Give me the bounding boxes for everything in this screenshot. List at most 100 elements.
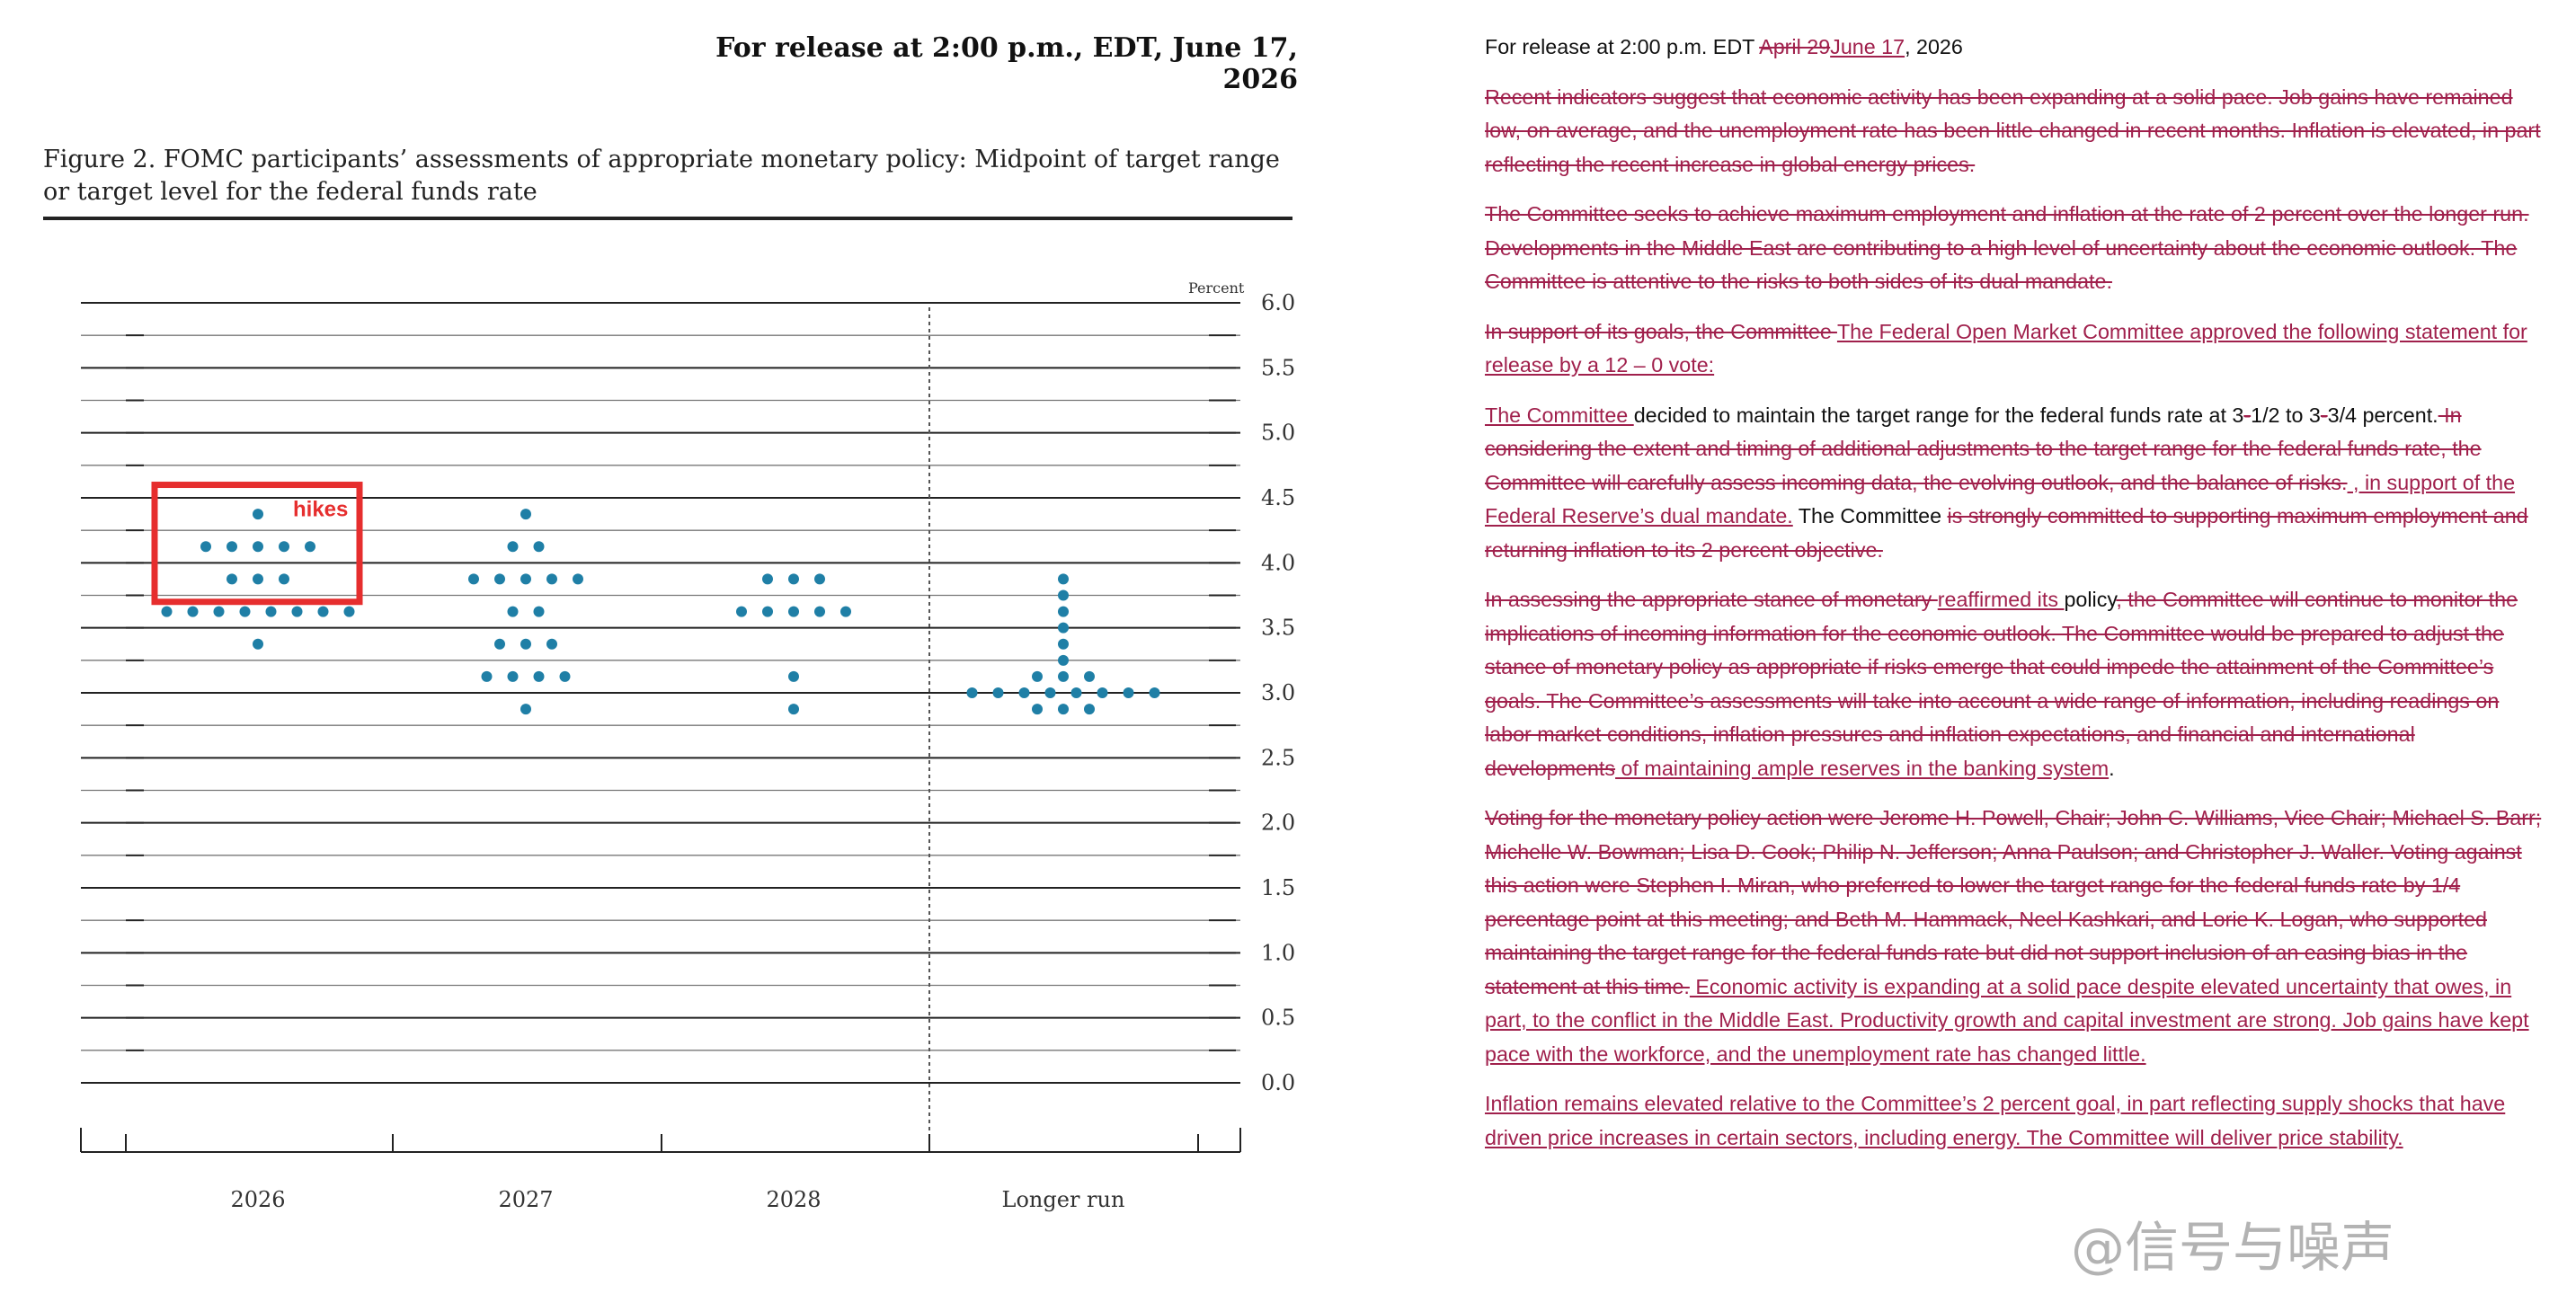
dot bbox=[507, 541, 519, 553]
dot bbox=[1058, 573, 1069, 585]
dot bbox=[814, 573, 825, 585]
text: The Committee bbox=[1792, 504, 1948, 527]
dot bbox=[239, 606, 251, 617]
dot bbox=[1123, 687, 1134, 698]
dot bbox=[559, 670, 571, 682]
deleted-text: In support of its goals, the Committee bbox=[1485, 319, 1837, 343]
y-tick-label: 1.0 bbox=[1261, 940, 1295, 965]
dot bbox=[520, 573, 531, 585]
dot bbox=[573, 573, 583, 585]
dot bbox=[1058, 638, 1069, 650]
deleted-text: The Committee seeks to achieve maximum e… bbox=[1485, 202, 2529, 293]
dot bbox=[1058, 622, 1069, 634]
dot bbox=[520, 704, 531, 715]
dot bbox=[788, 606, 799, 617]
deleted-text: Recent indicators suggest that economic … bbox=[1485, 84, 2541, 176]
dot bbox=[533, 606, 545, 617]
dot bbox=[317, 606, 329, 617]
inserted-text: The Committee bbox=[1485, 403, 1634, 427]
paragraph-7: Inflation remains elevated relative to t… bbox=[1485, 1087, 2545, 1155]
dot bbox=[161, 606, 173, 617]
paragraph-5: In assessing the appropriate stance of m… bbox=[1485, 583, 2545, 785]
dot bbox=[1018, 687, 1030, 698]
dot bbox=[279, 573, 289, 585]
dot bbox=[227, 541, 237, 553]
paragraph-4: The Committee decided to maintain the ta… bbox=[1485, 399, 2545, 568]
y-tick-label: 6.0 bbox=[1261, 290, 1295, 315]
dot bbox=[520, 509, 531, 520]
deleted-text: - bbox=[2320, 403, 2328, 427]
title-rule bbox=[43, 217, 1292, 220]
text: policy bbox=[2064, 588, 2117, 611]
dot bbox=[762, 606, 773, 617]
dot bbox=[814, 606, 825, 617]
y-tick-label: 4.5 bbox=[1261, 485, 1295, 510]
dot bbox=[533, 541, 545, 553]
dot bbox=[1070, 687, 1082, 698]
paragraph-6: Voting for the monetary policy action we… bbox=[1485, 802, 2545, 1071]
dot bbox=[227, 573, 237, 585]
y-tick-label: 2.5 bbox=[1261, 745, 1295, 770]
y-tick-label: 0.0 bbox=[1261, 1070, 1295, 1095]
statement-redline: For release at 2:00 p.m. EDT April 29Jun… bbox=[1485, 31, 2545, 1289]
dot bbox=[253, 541, 263, 553]
y-tick-label: 4.0 bbox=[1261, 550, 1295, 575]
deleted-date: April 29 bbox=[1759, 35, 1831, 58]
dot bbox=[253, 638, 263, 650]
deleted-text: - bbox=[2243, 403, 2252, 427]
dot bbox=[343, 606, 355, 617]
dot bbox=[1032, 704, 1043, 715]
dot bbox=[253, 573, 263, 585]
paragraph-3: In support of its goals, the Committee T… bbox=[1485, 315, 2545, 383]
dot bbox=[481, 670, 493, 682]
inserted-text: Economic activity is expanding at a soli… bbox=[1485, 974, 2529, 1066]
y-tick-label: 0.5 bbox=[1261, 1006, 1295, 1031]
inserted-text: reaffirmed its bbox=[1937, 588, 2065, 611]
text: 1/2 to 3 bbox=[2251, 403, 2321, 427]
y-tick-label: 1.5 bbox=[1261, 875, 1295, 900]
dot bbox=[265, 606, 277, 617]
release-line: For release at 2:00 p.m., EDT, June 17, … bbox=[715, 32, 1298, 95]
hikes-box bbox=[151, 482, 363, 606]
text: . bbox=[2109, 756, 2115, 780]
release-suffix: , 2026 bbox=[1905, 35, 1963, 58]
dot bbox=[546, 638, 557, 650]
dot bbox=[200, 541, 211, 553]
x-tick-label: 2028 bbox=[766, 1187, 821, 1212]
dot bbox=[1058, 704, 1069, 715]
dot bbox=[507, 606, 519, 617]
inserted-date: June 17 bbox=[1830, 35, 1905, 58]
inserted-text: The Federal Open Market Committee approv… bbox=[1485, 319, 2527, 377]
y-tick-label: 2.0 bbox=[1261, 811, 1295, 836]
dot bbox=[1149, 687, 1160, 698]
dot bbox=[1044, 687, 1056, 698]
y-tick-label: 3.5 bbox=[1261, 616, 1295, 641]
figure-title-line-2: or target level for the federal funds ra… bbox=[43, 178, 537, 206]
dot bbox=[494, 638, 505, 650]
x-tick-label: 2026 bbox=[230, 1187, 285, 1212]
dot bbox=[736, 606, 747, 617]
dot bbox=[187, 606, 199, 617]
dot bbox=[762, 573, 773, 585]
text: 3/4 percent. bbox=[2327, 403, 2438, 427]
dot-plot-chart: 6.0 5.5 5.0 4.5 4.0 3.5 3.0 2.5 2.0 1.5 1.0 0.5 0.0 P… bbox=[80, 279, 1295, 1212]
dot bbox=[533, 670, 545, 682]
dot bbox=[1058, 654, 1069, 666]
inserted-text: of maintaining ample reserves in the ban… bbox=[1615, 756, 2110, 780]
dot bbox=[507, 670, 519, 682]
dot bbox=[966, 687, 978, 698]
y-tick-label: 5.0 bbox=[1261, 421, 1295, 446]
deleted-text: Voting for the monetary policy action we… bbox=[1485, 806, 2542, 998]
x-tick-label: Longer run bbox=[1002, 1187, 1125, 1212]
dot bbox=[468, 573, 479, 585]
paragraph-2: The Committee seeks to achieve maximum e… bbox=[1485, 198, 2545, 299]
release-prefix: For release at 2:00 p.m. EDT bbox=[1485, 35, 1760, 58]
dot bbox=[520, 638, 531, 650]
paragraph-1: Recent indicators suggest that economic … bbox=[1485, 81, 2545, 182]
dot bbox=[1084, 670, 1095, 682]
dot bbox=[546, 573, 557, 585]
dot bbox=[788, 670, 799, 682]
dot bbox=[1032, 670, 1043, 682]
dot bbox=[279, 541, 289, 553]
deleted-text: In considering the extent and timing of … bbox=[1485, 403, 2482, 494]
